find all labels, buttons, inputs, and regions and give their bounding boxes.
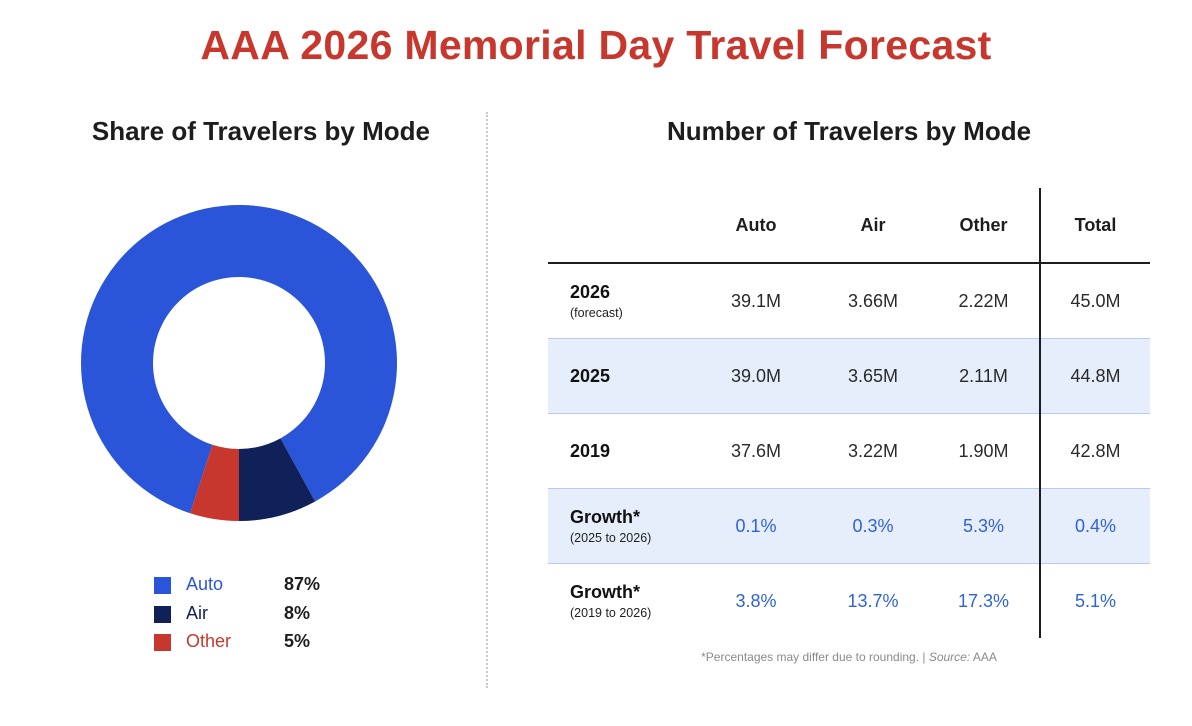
table-cell: 39.0M xyxy=(694,338,818,414)
table-row: 2019 37.6M 3.22M 1.90M 42.8M xyxy=(548,413,1150,489)
legend-item-air: Air 8% xyxy=(154,601,334,630)
legend-swatch xyxy=(154,634,171,651)
legend-swatch xyxy=(154,577,171,594)
table-cell: 2.11M xyxy=(928,338,1040,414)
row-header: 2025 xyxy=(548,338,694,414)
footnote: *Percentages may differ due to rounding.… xyxy=(548,650,1150,664)
left-panel-title: Share of Travelers by Mode xyxy=(91,116,430,146)
table-cell: 3.65M xyxy=(818,338,928,414)
row-label: Growth* xyxy=(570,582,640,602)
table-cell: 17.3% xyxy=(957,590,1010,611)
table-cell: 0.3% xyxy=(818,488,928,564)
table-cell: 5.3% xyxy=(928,488,1040,564)
table-cell: 0.4% xyxy=(1039,488,1150,564)
table-row: Growth* (2025 to 2026) 0.1% 0.3% 5.3% 0.4% xyxy=(548,488,1150,564)
column-header: Other xyxy=(928,188,1040,264)
donut-legend: Auto 87% Air 8% Other 5% xyxy=(154,572,334,658)
footnote-text: *Percentages may differ due to rounding.… xyxy=(701,650,929,664)
row-header: Growth* (2025 to 2026) xyxy=(548,488,694,564)
header-corner xyxy=(548,188,694,264)
column-header: Air xyxy=(818,188,928,264)
row-sublabel: (forecast) xyxy=(570,306,623,320)
legend-item-other: Other 5% xyxy=(154,629,334,658)
table-row: Growth* (2019 to 2026) 3.8% 13.7% 17.3% 5.1% xyxy=(548,563,1150,639)
table-cell: 0.1% xyxy=(694,488,818,564)
table-cell: 44.8M xyxy=(1039,338,1150,414)
table-cell: 1.90M xyxy=(958,440,1009,461)
table-cell: 2.22M xyxy=(958,290,1009,311)
legend-swatch xyxy=(154,605,171,623)
source-label: Source: xyxy=(928,650,971,664)
column-header: Auto xyxy=(694,188,818,264)
row-label: 2025 xyxy=(570,365,611,386)
table-cell: 37.6M xyxy=(730,440,782,461)
panel-divider xyxy=(486,112,488,688)
row-label: Growth* xyxy=(570,507,640,527)
row-header: 2019 xyxy=(548,414,694,489)
row-header: 2026 (forecast) xyxy=(548,263,694,339)
row-label: 2019 xyxy=(570,440,611,461)
column-header: Total xyxy=(1039,188,1150,264)
legend-label: Air xyxy=(186,602,208,623)
table-cell: 5.1% xyxy=(1039,563,1150,638)
right-panel-title: Number of Travelers by Mode xyxy=(666,116,1032,146)
legend-label: Auto xyxy=(186,574,224,594)
table-header-row: Auto Air Other Total xyxy=(548,188,1150,264)
table-row: 2026 (forecast) 39.1M 3.66M 2.22M 45.0M xyxy=(548,263,1150,339)
legend-value: 8% xyxy=(284,602,311,623)
table-cell: 13.7% xyxy=(847,590,899,611)
legend-value: 5% xyxy=(284,631,311,651)
donut-slice-air xyxy=(239,438,316,521)
page-title: AAA 2026 Memorial Day Travel Forecast xyxy=(200,22,992,68)
donut-slice-auto xyxy=(80,205,397,514)
table-cell: 42.8M xyxy=(1039,413,1150,489)
table-cell: 3.8% xyxy=(735,590,777,611)
table-row: 2025 39.0M 3.65M 2.11M 44.8M xyxy=(548,338,1150,414)
donut-chart xyxy=(80,205,397,521)
legend-item-auto: Auto 87% xyxy=(154,572,334,601)
source-text: AAA xyxy=(970,650,997,664)
row-sublabel: (2025 to 2026) xyxy=(570,531,652,545)
table-cell: 3.66M xyxy=(847,290,899,311)
row-sublabel: (2019 to 2026) xyxy=(570,606,652,620)
legend-value: 87% xyxy=(284,574,321,594)
travelers-table: Auto Air Other Total 2026 (forecast) 39.1M… xyxy=(548,188,1150,638)
table-cell: 39.1M xyxy=(730,290,782,311)
table-cell: 3.22M xyxy=(847,440,899,461)
donut-slice-other xyxy=(190,444,239,521)
row-label: 2026 xyxy=(570,282,611,302)
legend-label: Other xyxy=(186,631,232,651)
table-cell: 45.0M xyxy=(1039,263,1150,339)
row-header: Growth* (2019 to 2026) xyxy=(548,564,694,639)
